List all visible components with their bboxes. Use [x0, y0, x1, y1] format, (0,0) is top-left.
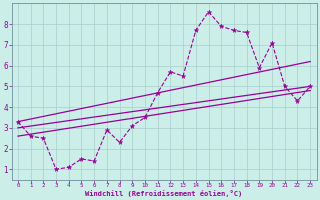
X-axis label: Windchill (Refroidissement éolien,°C): Windchill (Refroidissement éolien,°C) [85, 190, 243, 197]
